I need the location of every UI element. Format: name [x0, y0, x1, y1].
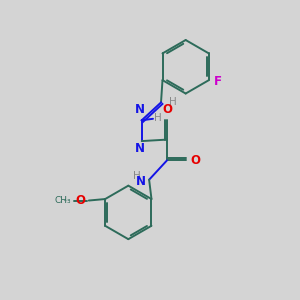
- Text: H: H: [154, 113, 162, 123]
- Text: N: N: [135, 103, 145, 116]
- Text: H: H: [133, 171, 141, 181]
- Text: H: H: [169, 98, 177, 107]
- Text: O: O: [191, 154, 201, 167]
- Text: O: O: [162, 103, 172, 116]
- Text: N: N: [136, 175, 146, 188]
- Text: CH₃: CH₃: [55, 196, 72, 205]
- Text: N: N: [135, 142, 145, 155]
- Text: F: F: [214, 75, 222, 88]
- Text: O: O: [75, 194, 85, 207]
- Text: methoxy: methoxy: [64, 200, 70, 201]
